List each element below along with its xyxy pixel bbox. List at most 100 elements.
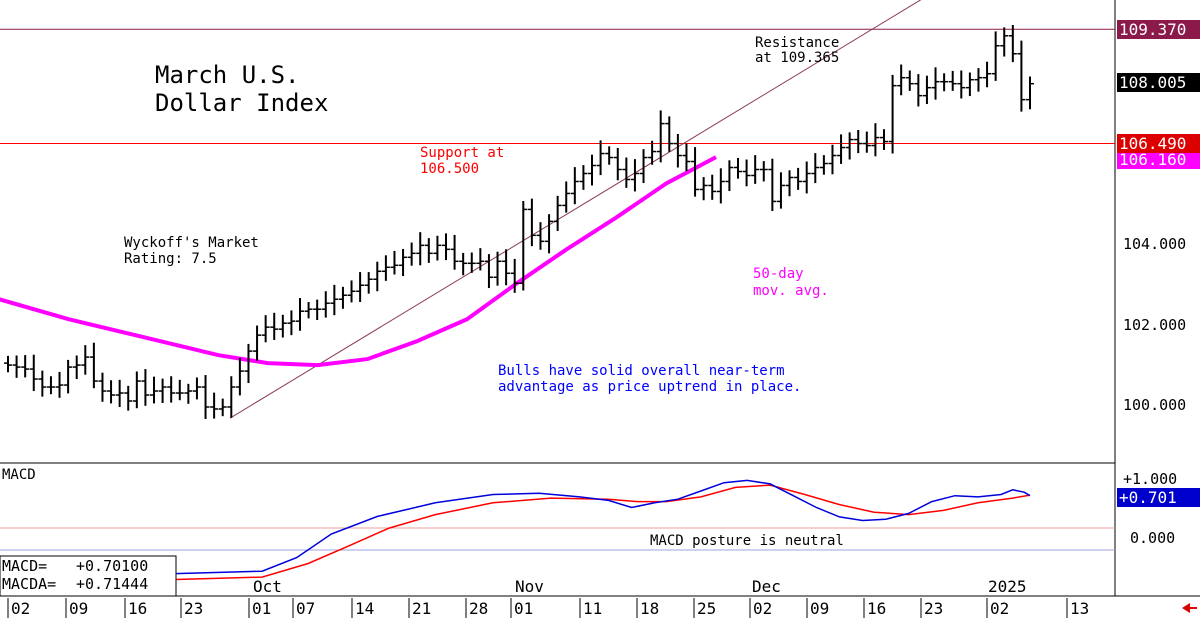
price-bar: [725, 160, 734, 192]
price-bar: [605, 146, 614, 165]
resistance-label-2: at 109.365: [755, 50, 839, 66]
support-label-1: Support at: [420, 145, 504, 161]
y-tick-104: 104.000: [1123, 235, 1186, 253]
price-bar: [381, 255, 390, 281]
price-bar: [588, 154, 596, 186]
price-bar: [476, 248, 485, 271]
price-bar: [175, 379, 184, 401]
price-bar: [218, 398, 227, 417]
price-bar: [1026, 76, 1034, 110]
price-bar: [888, 74, 897, 154]
price-bar: [940, 73, 949, 92]
price-bar: [287, 310, 296, 336]
price-bar: [579, 165, 588, 190]
svg-text:+0.701: +0.701: [1119, 488, 1177, 507]
x-day-label: 11: [583, 599, 602, 618]
price-bar: [296, 298, 304, 331]
price-bar: [553, 195, 562, 231]
price-bar: [132, 371, 141, 409]
x-day-label: 07: [296, 599, 315, 618]
price-bar: [184, 383, 193, 404]
price-bar: [991, 31, 1000, 81]
price-bar: [648, 140, 657, 165]
price-bar: [244, 343, 253, 384]
x-day-label: 02: [990, 599, 1009, 618]
commentary-line-1: Bulls have solid overall near-term: [498, 363, 785, 379]
price-bar: [914, 74, 923, 107]
chart-title-line-2: Dollar Index: [155, 89, 328, 117]
macd-y-tick-0: 0.000: [1130, 529, 1175, 547]
x-month-label: 2025: [988, 577, 1027, 596]
price-bar: [424, 238, 433, 263]
price-bar: [89, 342, 98, 389]
price-bar: [819, 155, 828, 175]
support-label-2: 106.500: [420, 161, 479, 177]
x-axis-days: 02 09 16 23 01 07 14 21 28 01 11 18 25 02 09 16 23 02 13: [7, 598, 1089, 618]
svg-text:108.005: 108.005: [1119, 73, 1186, 92]
rating-label-1: Wyckoff's Market: [124, 235, 259, 251]
commentary-line-2: advantage as price uptrend in place.: [498, 379, 801, 395]
price-bar: [29, 354, 38, 392]
ma-label-2: mov. avg.: [753, 283, 829, 299]
price-bar: [150, 376, 158, 404]
price-bar: [124, 385, 133, 411]
price-bar: [261, 315, 270, 343]
price-bars: [4, 25, 1034, 419]
price-bar: [708, 174, 717, 200]
price-bar: [776, 172, 785, 209]
price-tag-support: 106.490: [1117, 134, 1200, 153]
x-day-label: 21: [412, 599, 431, 618]
x-axis-months: Oct Nov Dec 2025: [253, 577, 1027, 596]
price-bar: [931, 67, 940, 100]
chart-title-line-1: March U.S.: [155, 61, 300, 89]
price-bar: [278, 314, 287, 338]
price-bar: [862, 131, 871, 153]
x-day-label: 09: [810, 599, 829, 618]
price-bar: [433, 235, 442, 261]
macd-readout-label: MACD=: [2, 557, 47, 575]
rating-label-2: Rating: 7.5: [124, 251, 217, 267]
price-bar: [665, 116, 674, 152]
price-bar: [201, 375, 210, 419]
price-bar: [304, 302, 313, 319]
x-day-label: 23: [924, 599, 943, 618]
price-bar: [880, 129, 888, 150]
price-bar: [734, 157, 742, 179]
price-bar: [227, 376, 236, 418]
price-tag-resistance: 109.370: [1117, 20, 1200, 39]
price-bar: [519, 201, 528, 291]
price-bar: [922, 75, 931, 105]
price-bar: [622, 157, 631, 188]
x-month-label: Nov: [515, 577, 544, 596]
price-bar: [527, 198, 536, 247]
price-bar: [983, 61, 992, 88]
price-bar: [802, 161, 811, 194]
price-bar: [768, 158, 777, 212]
macd-note: MACD posture is neutral: [650, 533, 844, 549]
svg-text:106.160: 106.160: [1119, 150, 1186, 169]
price-bar: [115, 379, 124, 407]
price-bar: [1008, 25, 1017, 63]
price-bar: [167, 376, 176, 403]
x-day-label: 13: [1070, 599, 1089, 618]
price-bar: [442, 233, 450, 261]
price-bar: [656, 110, 665, 163]
price-bar: [974, 68, 983, 92]
price-bar: [12, 355, 21, 378]
x-day-label: 16: [867, 599, 886, 618]
price-bar: [699, 177, 708, 201]
price-bar: [957, 70, 966, 99]
x-day-label: 02: [11, 599, 30, 618]
svg-text:109.370: 109.370: [1119, 20, 1186, 39]
scroll-left-arrow-icon[interactable]: [1182, 603, 1190, 613]
price-bar: [364, 272, 373, 294]
price-bar: [510, 258, 519, 293]
price-bar: [570, 167, 579, 205]
x-day-label: 02: [753, 599, 772, 618]
price-bar: [321, 291, 330, 318]
price-bar: [484, 254, 493, 289]
x-day-label: 01: [252, 599, 271, 618]
price-bar: [837, 134, 846, 164]
price-bar: [965, 72, 974, 97]
